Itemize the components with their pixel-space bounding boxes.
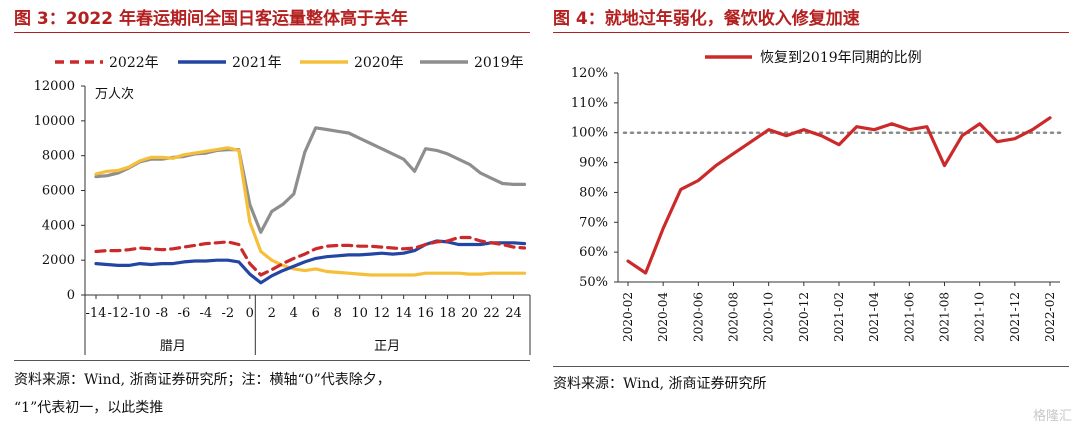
- right-axes: 50% 60% 70% 80% 90% 100% 110% 120% 2020-02 2020-0…: [571, 66, 1062, 342]
- right-x-tick-label: 2021-08: [938, 292, 952, 342]
- left-x-tick-label: 22: [483, 306, 500, 321]
- left-group-label: 正月: [374, 339, 400, 354]
- left-y-tick-label: 8000: [42, 149, 75, 164]
- right-legend: 恢复到2019年同期的比例: [705, 49, 922, 66]
- left-legend-label: 2022年: [109, 55, 159, 71]
- right-x-tick-label: 2020-04: [656, 292, 670, 342]
- right-chart-title: 图 4：就地过年弱化，餐饮收入修复加速: [553, 9, 860, 29]
- right-y-tick-label: 70%: [579, 215, 608, 230]
- right-x-tick-label: 2022-02: [1043, 292, 1057, 342]
- left-unit-label: 万人次: [95, 86, 134, 102]
- left-x-tick-label: 6: [312, 306, 320, 321]
- left-x-tick-label: -2: [222, 306, 235, 321]
- left-y-tick-label: 4000: [42, 218, 75, 233]
- left-x-tick-label: 12: [373, 306, 390, 321]
- left-legend-label: 2020年: [354, 55, 404, 71]
- right-x-tick-label: 2021-12: [1008, 292, 1022, 342]
- right-x-tick-label: 2020-12: [797, 292, 811, 342]
- left-x-tick-label: 0: [246, 306, 254, 321]
- right-y-tick-label: 80%: [579, 185, 608, 200]
- right-x-tick-label: 2020-06: [691, 292, 705, 342]
- left-legend-label: 2021年: [232, 55, 282, 71]
- left-legend: 2022年 2021年 2020年 2019年: [55, 55, 524, 71]
- left-series-line-2022年: [94, 235, 527, 277]
- right-x-tick-label: 2020-02: [621, 292, 635, 342]
- right-x-tick-label: 2020-10: [762, 292, 776, 342]
- left-x-tick-label: -4: [200, 306, 213, 321]
- left-y-tick-label: 2000: [42, 253, 75, 268]
- right-x-tick-label: 2021-10: [973, 292, 987, 342]
- left-y-tick-label: 10000: [34, 114, 75, 129]
- right-lines: [626, 116, 1052, 275]
- left-x-tick-label: 18: [439, 306, 456, 321]
- watermark-logo: 格隆汇: [1032, 409, 1072, 424]
- left-x-tick-label: 10: [351, 306, 368, 321]
- left-x-tick-label: -8: [156, 306, 169, 321]
- left-x-tick-label: 14: [395, 306, 412, 321]
- left-x-tick-label: -14: [86, 306, 107, 321]
- left-y-tick-label: 12000: [34, 79, 75, 94]
- left-y-tick-label: 0: [67, 288, 75, 303]
- left-x-tick-label: 2: [268, 306, 276, 321]
- left-series-line-2021年: [94, 239, 527, 285]
- right-y-tick-label: 60%: [579, 245, 608, 260]
- left-note-rule: [14, 360, 530, 361]
- left-axes: 0 2000 4000 6000 8000 10000 12000 -14 -12 -10 -8 -6…: [34, 79, 531, 355]
- left-x-tick-label: 24: [505, 306, 522, 321]
- left-note-line1: 资料来源：Wind, 浙商证券研究所；注：横轴“0”代表除夕，: [14, 372, 391, 388]
- left-legend-label: 2019年: [474, 55, 524, 71]
- right-note-rule: [553, 366, 1069, 367]
- right-y-tick-label: 50%: [579, 275, 608, 290]
- left-title-rule: [14, 32, 530, 33]
- left-x-tick-label: 4: [290, 306, 298, 321]
- right-x-tick-label: 2020-08: [727, 292, 741, 342]
- left-y-tick-label: 6000: [42, 184, 75, 199]
- right-y-tick-label: 110%: [571, 96, 608, 111]
- left-x-tick-label: 20: [461, 306, 478, 321]
- left-x-tick-label: 16: [417, 306, 434, 321]
- left-x-tick-label: -10: [129, 306, 150, 321]
- left-x-tick-label: -6: [178, 306, 191, 321]
- right-x-tick-label: 2021-06: [902, 292, 916, 342]
- right-series-line: [626, 116, 1052, 275]
- left-x-tick-label: 8: [334, 306, 342, 321]
- right-legend-label: 恢复到2019年同期的比例: [760, 49, 922, 66]
- right-y-tick-label: 120%: [571, 66, 608, 81]
- right-note: 资料来源：Wind, 浙商证券研究所: [553, 376, 767, 392]
- left-chart-title: 图 3：2022 年春运期间全国日客运量整体高于去年: [14, 9, 408, 29]
- left-group-label: 腊月: [160, 339, 186, 354]
- right-title-rule: [553, 32, 1069, 33]
- right-y-tick-label: 100%: [571, 126, 608, 141]
- right-y-tick-label: 90%: [579, 156, 608, 171]
- left-lines: [94, 126, 527, 285]
- right-x-tick-label: 2021-02: [832, 292, 846, 342]
- left-note-line2: “1”代表初一，以此类推: [14, 400, 164, 416]
- left-series-line-2020年: [94, 146, 527, 277]
- left-x-tick-label: -12: [107, 306, 128, 321]
- right-x-tick-label: 2021-04: [867, 292, 881, 342]
